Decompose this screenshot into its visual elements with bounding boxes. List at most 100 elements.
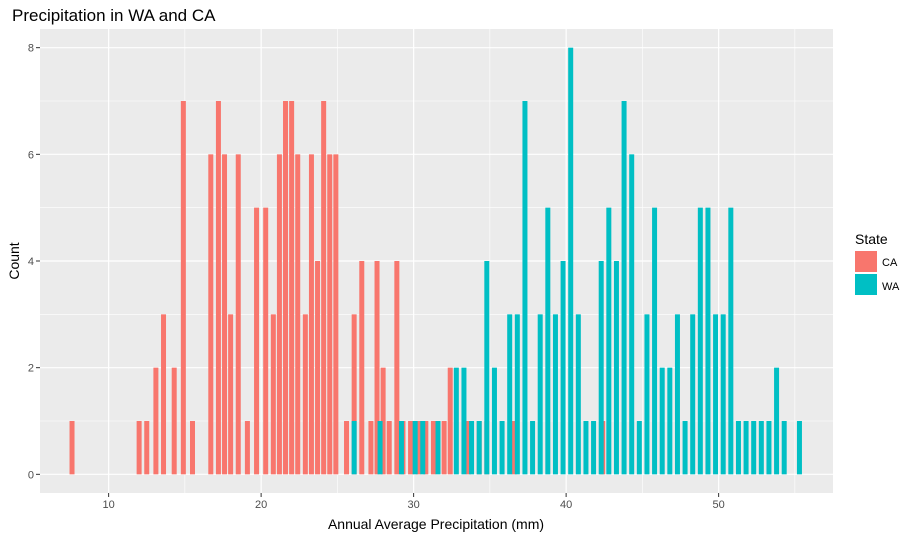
legend: State CA WA <box>855 231 900 295</box>
y-tick-label: 2 <box>28 363 34 375</box>
bar-wa <box>743 421 749 475</box>
bar-wa <box>591 421 597 475</box>
bar-ca <box>441 421 447 475</box>
y-tick-label: 8 <box>28 43 34 55</box>
bar-wa <box>667 367 673 475</box>
bar-wa <box>568 47 574 475</box>
bar-ca <box>276 154 282 475</box>
bar-ca <box>302 314 308 475</box>
legend-label-wa: WA <box>882 281 900 293</box>
bar-ca <box>380 367 386 475</box>
bar-ca <box>466 421 472 475</box>
x-axis-title: Annual Average Precipitation (mm) <box>328 516 544 532</box>
bar-ca <box>359 261 365 475</box>
bar-ca <box>144 421 150 475</box>
bar-ca <box>161 314 167 475</box>
bar-wa <box>537 314 543 475</box>
y-axis-title: Count <box>6 242 22 279</box>
bar-wa <box>796 421 802 475</box>
bar-ca <box>394 261 400 475</box>
bar-ca <box>321 101 327 475</box>
bar-wa <box>552 314 558 475</box>
bar-wa <box>461 367 467 475</box>
legend-label-ca: CA <box>882 257 898 269</box>
bar-wa <box>713 314 719 475</box>
bar-wa <box>758 421 764 475</box>
bar-wa <box>491 367 497 475</box>
bar-wa <box>398 421 404 475</box>
bar-ca <box>215 101 221 475</box>
bar-ca <box>244 421 250 475</box>
chart-title: Precipitation in WA and CA <box>12 6 216 25</box>
bar-wa <box>644 314 650 475</box>
bar-wa <box>476 421 482 475</box>
bar-ca <box>283 101 289 475</box>
y-tick-label: 0 <box>28 469 34 481</box>
bar-wa <box>575 314 581 475</box>
bar-ca <box>327 154 333 475</box>
bar-ca <box>263 207 269 475</box>
bar-wa <box>705 207 711 475</box>
legend-key-wa <box>855 274 877 295</box>
y-tick-label: 6 <box>28 149 34 161</box>
x-tick-label: 20 <box>255 499 267 511</box>
bar-ca <box>351 314 357 475</box>
axis-ticks: 10 20 30 40 50 0 2 4 6 8 <box>28 43 725 511</box>
bar-wa <box>781 421 787 475</box>
bar-ca <box>69 421 75 475</box>
bar-ca <box>228 314 234 475</box>
bar-ca <box>136 421 142 475</box>
bar-wa <box>453 367 459 475</box>
bar-wa <box>621 101 627 475</box>
bar-wa <box>484 261 490 475</box>
bar-wa <box>774 367 780 475</box>
bar-wa <box>522 101 528 475</box>
bar-wa <box>412 421 418 475</box>
bar-ca <box>208 154 214 475</box>
bar-ca <box>415 421 421 475</box>
bar-ca <box>315 261 321 475</box>
y-tick-label: 4 <box>28 256 34 268</box>
bar-wa <box>469 421 475 475</box>
bar-wa <box>435 421 441 475</box>
bars <box>69 47 802 475</box>
bar-wa <box>652 207 658 475</box>
bar-ca <box>180 101 186 475</box>
series-wa <box>351 47 802 475</box>
bar-wa <box>690 314 696 475</box>
bar-wa <box>720 314 726 475</box>
bar-wa <box>545 207 551 475</box>
legend-key-ca <box>855 251 877 272</box>
bar-ca <box>511 421 517 475</box>
bar-wa <box>351 421 357 475</box>
bar-wa <box>613 261 619 475</box>
bar-wa <box>766 421 772 475</box>
bar-ca <box>386 421 392 475</box>
bar-wa <box>514 314 520 475</box>
x-tick-label: 40 <box>560 499 572 511</box>
bar-ca <box>333 154 339 475</box>
bar-wa <box>530 421 536 475</box>
bar-ca <box>222 154 228 475</box>
bar-wa <box>735 421 741 475</box>
bar-ca <box>153 367 159 475</box>
bar-wa <box>507 314 513 475</box>
bar-ca <box>270 314 276 475</box>
bar-wa <box>598 261 604 475</box>
bar-ca <box>171 367 177 475</box>
bar-ca <box>295 154 301 475</box>
bar-wa <box>751 421 757 475</box>
bar-wa <box>583 421 589 475</box>
bar-wa <box>560 261 566 475</box>
bar-wa <box>629 154 635 475</box>
bar-ca <box>235 154 241 475</box>
bar-ca <box>190 421 195 475</box>
bar-ca <box>430 421 436 475</box>
bar-ca <box>308 154 314 475</box>
bar-wa <box>377 421 383 475</box>
x-tick-label: 30 <box>408 499 420 511</box>
bar-ca <box>374 261 380 475</box>
bar-ca <box>289 101 295 475</box>
legend-title: State <box>855 231 888 247</box>
